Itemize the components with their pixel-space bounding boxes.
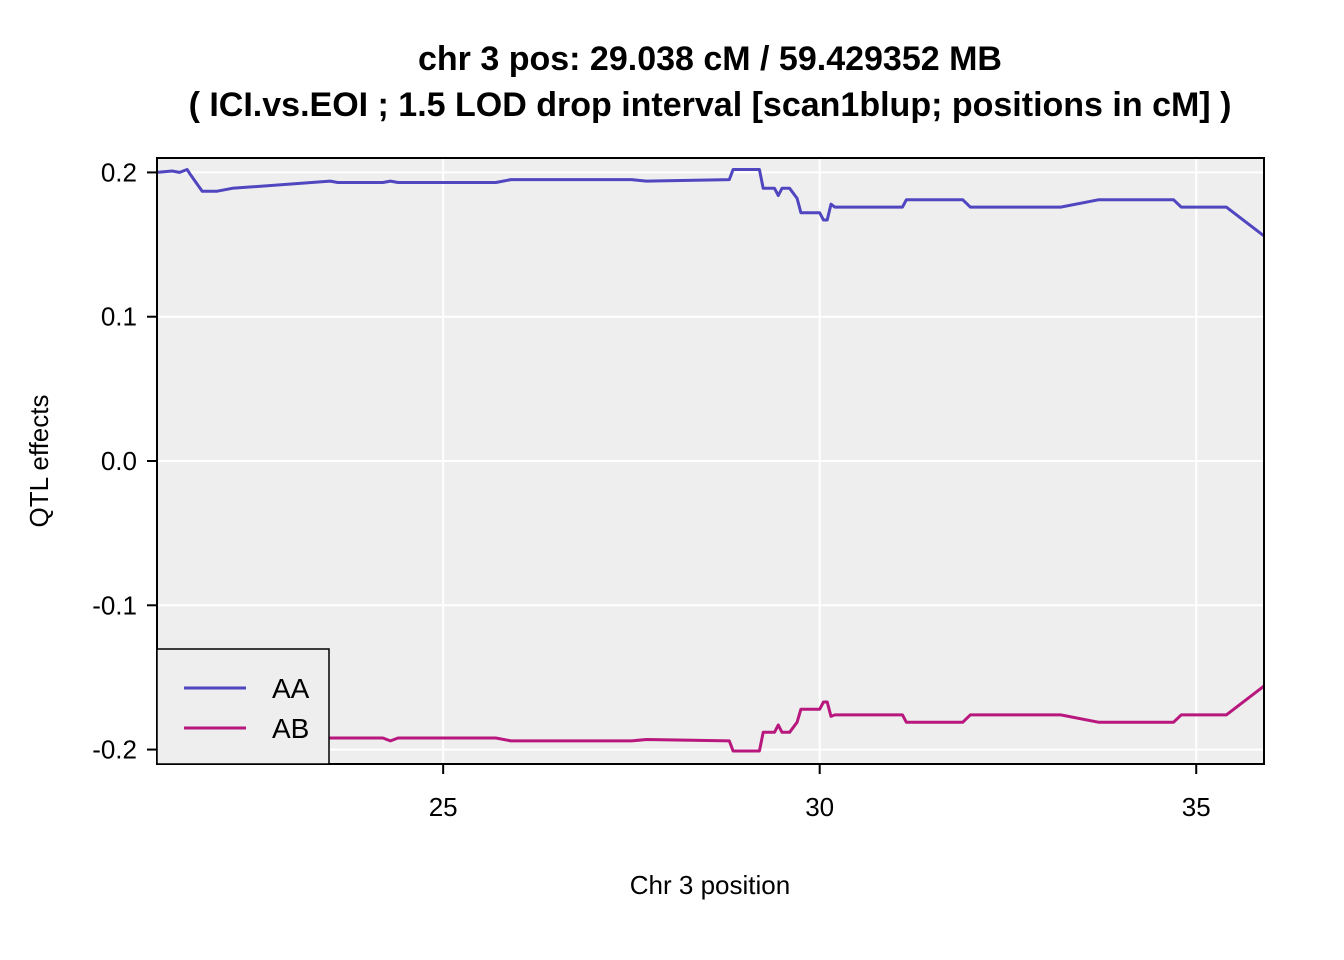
legend-label-aa: AA <box>272 673 310 704</box>
x-axis: 25 30 35 <box>429 764 1211 822</box>
series-line-aa <box>156 168 1265 238</box>
x-tick-label-1: 30 <box>805 792 834 822</box>
y-axis: 0.2 0.1 0.0 -0.1 -0.2 <box>92 157 157 765</box>
y-axis-label: QTL effects <box>24 395 54 528</box>
x-tick-label-0: 25 <box>429 792 458 822</box>
chart-title: chr 3 pos: 29.038 cM / 59.429352 MB <box>418 40 1002 78</box>
legend-box <box>156 648 330 765</box>
legend-label-ab: AB <box>272 713 309 744</box>
y-tick-label-1: 0.1 <box>101 302 137 332</box>
y-tick-label-4: -0.2 <box>92 735 137 765</box>
legend: AA AB <box>156 648 330 765</box>
y-tick-label-3: -0.1 <box>92 590 137 620</box>
grid-lines <box>157 158 1264 764</box>
chart-subtitle: ( ICI.vs.EOI ; 1.5 LOD drop interval [sc… <box>189 86 1232 124</box>
y-tick-label-0: 0.2 <box>101 157 137 187</box>
x-tick-label-2: 35 <box>1182 792 1211 822</box>
x-axis-label: Chr 3 position <box>630 870 790 900</box>
y-tick-label-2: 0.0 <box>101 446 137 476</box>
